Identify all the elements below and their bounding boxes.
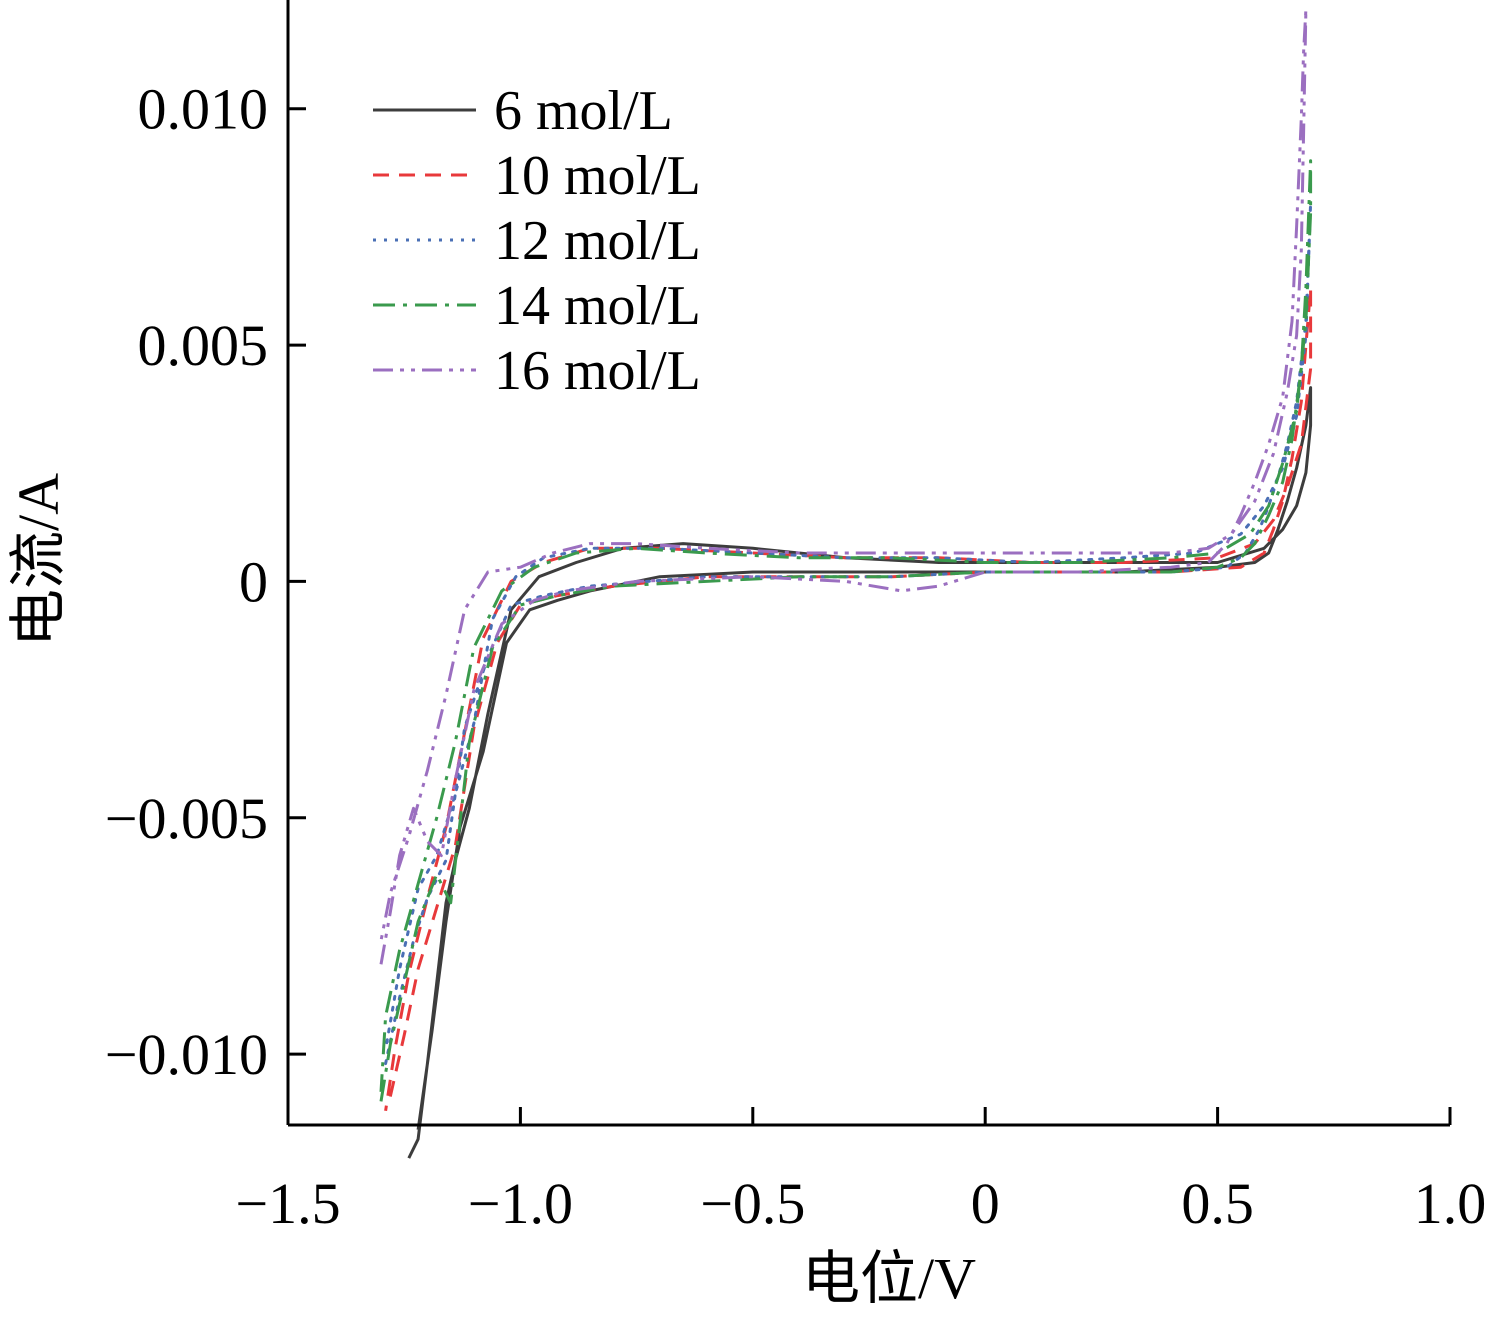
- legend-label: 16 mol/L: [494, 340, 701, 402]
- legend: 6 mol/L10 mol/L12 mol/L14 mol/L16 mol/L: [373, 80, 701, 402]
- y-tick-label: −0.005: [105, 786, 268, 851]
- y-tick-label: 0: [239, 549, 268, 614]
- plot-lines: [379, 8, 1313, 1159]
- y-axis-title: 电流/A: [6, 473, 71, 647]
- x-tick-label: −0.5: [700, 1171, 805, 1236]
- x-axis-title: 电位/V: [802, 1246, 976, 1311]
- x-tick-label: 0: [971, 1171, 1000, 1236]
- series-line-2: [384, 286, 1313, 1112]
- x-tick-label: 1.0: [1414, 1171, 1487, 1236]
- series-line-1: [407, 386, 1313, 1159]
- y-tick-label: 0.010: [138, 77, 269, 142]
- x-ticks: −1.5 −1.0 −0.5 0 0.5 1.0: [235, 1107, 1486, 1236]
- legend-label: 10 mol/L: [494, 145, 701, 207]
- x-tick-label: −1.5: [235, 1171, 340, 1236]
- x-tick-label: −1.0: [468, 1171, 573, 1236]
- legend-label: 6 mol/L: [494, 80, 673, 142]
- series-line-5: [379, 8, 1308, 965]
- series-line-3: [384, 201, 1313, 1066]
- axes: −1.5 −1.0 −0.5 0 0.5 1.0 −0.010 −0.005 0 0.005 0.…: [105, 0, 1486, 1236]
- y-ticks: −0.010 −0.005 0 0.005 0.010: [105, 77, 306, 1087]
- y-tick-label: 0.005: [138, 313, 269, 378]
- x-tick-label: 0.5: [1181, 1171, 1254, 1236]
- series-line-4: [379, 159, 1313, 1102]
- legend-label: 14 mol/L: [494, 275, 701, 337]
- legend-label: 12 mol/L: [494, 210, 701, 272]
- y-tick-label: −0.010: [105, 1022, 268, 1087]
